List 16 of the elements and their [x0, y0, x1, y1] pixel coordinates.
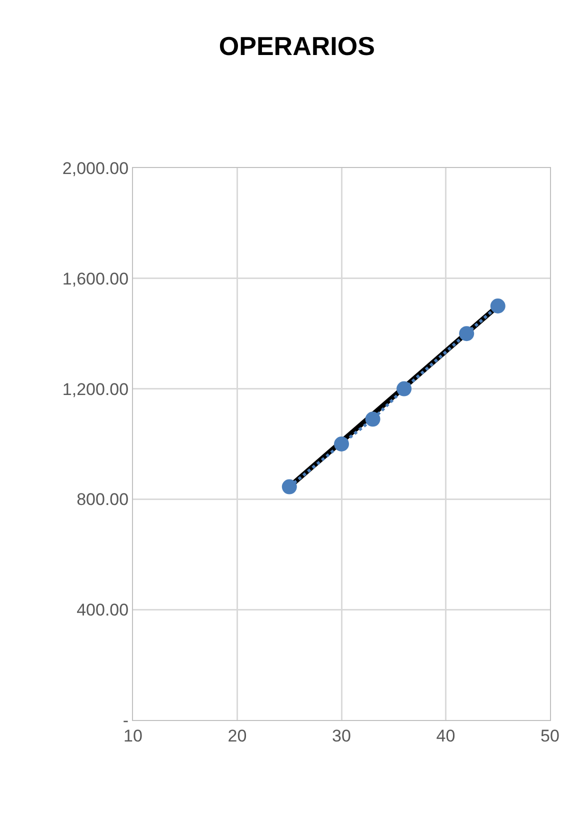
- point: [365, 412, 380, 427]
- point: [282, 479, 297, 494]
- y-tick-label: 1,600.00: [62, 269, 129, 288]
- x-tick-label: 20: [228, 726, 247, 746]
- point: [459, 326, 474, 342]
- y-tick-label: 400.00: [76, 600, 129, 620]
- x-tick-label: 30: [332, 726, 351, 746]
- point: [396, 381, 412, 396]
- x-tick-label: 40: [436, 726, 456, 746]
- y-tick-label: 800.00: [76, 490, 129, 510]
- chart-title: OPERARIOS: [218, 31, 375, 62]
- point: [334, 436, 349, 452]
- x-tick-label: 50: [540, 726, 560, 746]
- point: [490, 298, 506, 314]
- y-tick-label: 1,200.00: [62, 380, 129, 399]
- y-tick-label: 2,000.00: [62, 158, 129, 178]
